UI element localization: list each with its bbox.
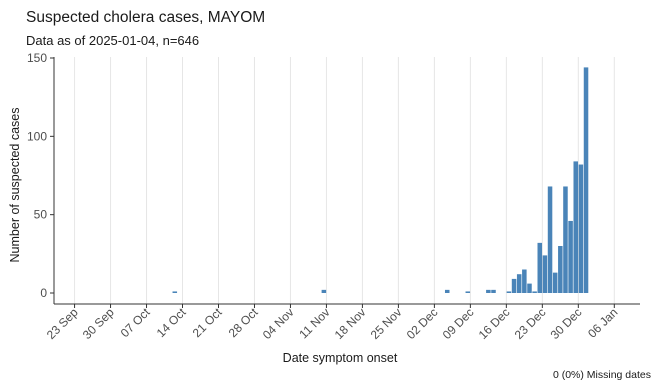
x-tick-label: 18 Nov bbox=[332, 305, 369, 342]
x-tick-label: 28 Oct bbox=[226, 305, 261, 340]
bar bbox=[516, 274, 522, 293]
bar bbox=[486, 289, 491, 293]
x-tick-label: 23 Sep bbox=[44, 305, 81, 342]
x-tick-label: 04 Nov bbox=[260, 305, 297, 342]
x-tick-label: 11 Nov bbox=[296, 305, 332, 341]
bar bbox=[532, 291, 537, 293]
bar bbox=[558, 246, 563, 293]
bar bbox=[542, 255, 548, 293]
y-tick-label: 0 bbox=[40, 286, 47, 300]
y-axis-label: Number of suspected cases bbox=[8, 108, 22, 263]
y-tick-label: 50 bbox=[34, 208, 48, 222]
bar bbox=[506, 291, 512, 293]
x-tick-label: 06 Jan bbox=[585, 305, 620, 340]
x-tick-label: 02 Dec bbox=[404, 305, 441, 342]
x-axis-label: Date symptom onset bbox=[283, 351, 398, 365]
x-tick-label: 25 Nov bbox=[368, 305, 405, 342]
x-tick-label: 16 Dec bbox=[476, 305, 513, 342]
y-tick-label: 100 bbox=[27, 129, 47, 143]
x-tick-label: 09 Dec bbox=[440, 305, 477, 342]
grid-lines bbox=[74, 57, 615, 304]
bar bbox=[573, 161, 579, 293]
bar bbox=[511, 278, 517, 293]
bar bbox=[568, 220, 573, 293]
bar bbox=[537, 242, 543, 293]
bar bbox=[444, 289, 450, 293]
bar bbox=[172, 291, 178, 293]
bar bbox=[522, 269, 527, 293]
bar bbox=[527, 283, 532, 293]
x-tick-label: 30 Dec bbox=[548, 305, 585, 342]
x-tick-label: 30 Sep bbox=[80, 305, 117, 342]
bar bbox=[578, 164, 584, 293]
x-tick-label: 23 Dec bbox=[512, 305, 549, 342]
y-tick-label: 150 bbox=[27, 51, 47, 65]
bar bbox=[465, 291, 471, 293]
bar bbox=[583, 67, 589, 294]
x-tick-label: 21 Oct bbox=[190, 305, 225, 340]
bar bbox=[552, 272, 558, 293]
missing-dates-caption: 0 (0%) Missing dates bbox=[552, 369, 651, 381]
x-tick-label: 07 Oct bbox=[118, 305, 153, 340]
chart-subtitle: Data as of 2025-01-04, n=646 bbox=[26, 33, 200, 48]
chart-title: Suspected cholera cases, MAYOM bbox=[26, 9, 266, 26]
bar bbox=[491, 289, 496, 293]
x-tick-label: 14 Oct bbox=[154, 305, 189, 340]
bar bbox=[547, 186, 553, 293]
bar bbox=[321, 289, 327, 293]
bar bbox=[563, 186, 568, 293]
bars bbox=[172, 67, 589, 294]
